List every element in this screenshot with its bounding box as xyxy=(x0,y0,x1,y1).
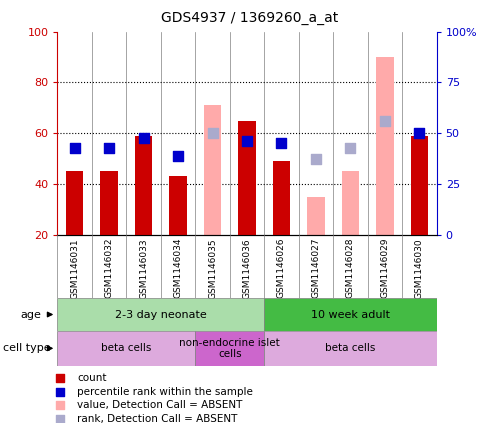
Text: GSM1146029: GSM1146029 xyxy=(380,238,389,299)
Point xyxy=(56,416,64,423)
Text: age: age xyxy=(20,310,41,319)
Text: percentile rank within the sample: percentile rank within the sample xyxy=(77,387,253,397)
Text: GSM1146034: GSM1146034 xyxy=(174,238,183,299)
Point xyxy=(56,374,64,381)
Point xyxy=(71,145,79,152)
Text: GSM1146028: GSM1146028 xyxy=(346,238,355,299)
Text: beta cells: beta cells xyxy=(101,343,152,353)
Text: GSM1146030: GSM1146030 xyxy=(415,238,424,299)
Bar xyxy=(195,331,264,366)
Bar xyxy=(57,331,195,366)
Text: GDS4937 / 1369260_a_at: GDS4937 / 1369260_a_at xyxy=(161,11,338,25)
Bar xyxy=(66,171,83,235)
Point xyxy=(243,137,251,144)
Bar xyxy=(57,298,264,331)
Text: count: count xyxy=(77,373,107,383)
Point xyxy=(140,135,148,142)
Point xyxy=(381,117,389,124)
Bar xyxy=(264,298,437,331)
Text: rank, Detection Call = ABSENT: rank, Detection Call = ABSENT xyxy=(77,414,238,423)
Text: 2-3 day neonate: 2-3 day neonate xyxy=(115,310,207,319)
Point xyxy=(174,153,182,159)
Bar xyxy=(273,161,290,235)
Bar xyxy=(264,331,437,366)
Text: 10 week adult: 10 week adult xyxy=(311,310,390,319)
Point xyxy=(346,145,354,152)
Point xyxy=(277,140,285,147)
Point xyxy=(415,130,423,137)
Text: GSM1146032: GSM1146032 xyxy=(105,238,114,299)
Point xyxy=(209,130,217,137)
Bar xyxy=(376,57,394,235)
Text: beta cells: beta cells xyxy=(325,343,376,353)
Text: GSM1146026: GSM1146026 xyxy=(277,238,286,299)
Bar xyxy=(307,197,324,235)
Bar xyxy=(411,136,428,235)
Point xyxy=(56,388,64,395)
Bar xyxy=(100,171,118,235)
Bar xyxy=(342,171,359,235)
Bar xyxy=(204,105,221,235)
Text: GSM1146033: GSM1146033 xyxy=(139,238,148,299)
Bar xyxy=(170,176,187,235)
Point xyxy=(56,402,64,409)
Bar xyxy=(135,136,152,235)
Text: non-endocrine islet
cells: non-endocrine islet cells xyxy=(180,338,280,359)
Text: GSM1146027: GSM1146027 xyxy=(311,238,320,299)
Point xyxy=(105,145,113,152)
Text: GSM1146036: GSM1146036 xyxy=(243,238,251,299)
Point xyxy=(312,155,320,162)
Text: cell type: cell type xyxy=(3,343,50,353)
Text: GSM1146035: GSM1146035 xyxy=(208,238,217,299)
Text: value, Detection Call = ABSENT: value, Detection Call = ABSENT xyxy=(77,401,243,410)
Bar xyxy=(239,121,255,235)
Text: GSM1146031: GSM1146031 xyxy=(70,238,79,299)
